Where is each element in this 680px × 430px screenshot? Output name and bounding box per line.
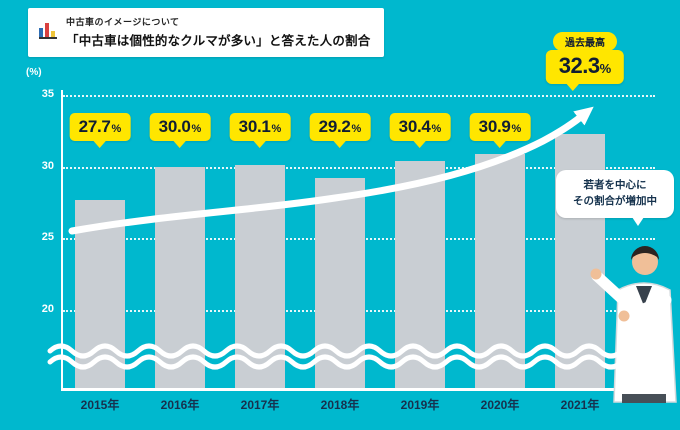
value-bubble-2015年: 27.7% (69, 113, 131, 148)
value-percent-sign: % (351, 123, 362, 135)
callout-line1: 若者を中心に (583, 179, 647, 191)
value-bubble-pointer (172, 140, 187, 148)
y-axis-label-20: 20 (41, 303, 54, 315)
value-bubble-2020年: 30.9% (469, 113, 531, 148)
callout-pointer (632, 216, 644, 226)
value-percent-sign: % (111, 123, 122, 135)
value-number: 30.4 (398, 117, 431, 136)
bar-2016年 (155, 166, 205, 388)
x-axis-label-2019年: 2019年 (400, 398, 440, 412)
youth-callout-bubble: 若者を中心に その割合が増加中 (556, 170, 674, 226)
value-percent-sign: % (271, 123, 282, 135)
chart-kicker: 中古車のイメージについて (66, 17, 180, 27)
x-axis-label-2021年: 2021年 (560, 398, 600, 412)
bar-2015年 (75, 199, 125, 388)
value-percent-sign: % (191, 123, 202, 135)
value-bubble-pointer (332, 140, 347, 148)
x-axis-label-2017年: 2017年 (240, 398, 280, 412)
value-number: 30.1 (238, 117, 271, 136)
bar-2017年 (235, 165, 285, 388)
x-axis-label-2015年: 2015年 (80, 398, 120, 412)
y-axis-unit-label: (%) (26, 67, 42, 78)
gridline-35 (63, 95, 655, 97)
value-bubble-2017年: 30.1% (229, 113, 291, 148)
value-number: 30.9 (478, 117, 511, 136)
value-bubble-2018年: 29.2% (309, 113, 371, 148)
record-bubble-pointer (565, 83, 580, 91)
x-axis-label-2020年: 2020年 (480, 398, 520, 412)
y-axis-label-35: 35 (41, 88, 54, 100)
value-number: 30.0 (158, 117, 191, 136)
value-bubble-pointer (412, 140, 427, 148)
value-number: 27.7 (78, 117, 111, 136)
value-number: 29.2 (318, 117, 351, 136)
record-high-unit: % (599, 61, 612, 76)
x-axis-label-2016年: 2016年 (160, 398, 200, 412)
y-axis-label-30: 30 (41, 159, 54, 172)
x-axis-line (61, 388, 658, 391)
bar-2020年 (475, 153, 525, 388)
x-axis-label-2018年: 2018年 (320, 398, 360, 412)
bar-chart-icon (39, 21, 57, 39)
value-percent-sign: % (511, 123, 522, 135)
value-bubble-pointer (252, 140, 267, 148)
chart-title: 「中古車は個性的なクルマが多い」と答えた人の割合 (66, 34, 371, 48)
chart-title-box: 中古車のイメージについて 「中古車は個性的なクルマが多い」と答えた人の割合 (28, 8, 385, 57)
y-axis-line (61, 90, 63, 390)
value-bubble-pointer (92, 140, 107, 148)
bar-2019年 (395, 160, 445, 388)
value-percent-sign: % (431, 123, 442, 135)
y-axis-label-25: 25 (41, 231, 54, 244)
value-bubble-pointer (492, 140, 507, 148)
record-high-pill: 過去最高 (553, 32, 617, 51)
bar-2018年 (315, 178, 365, 388)
callout-line2: その割合が増加中 (573, 194, 657, 207)
value-bubble-2019年: 30.4% (389, 113, 451, 148)
record-high-value-bubble: 32.3% (545, 50, 625, 91)
value-bubble-2016年: 30.0% (149, 113, 211, 148)
record-high-value: 32.3 (558, 53, 600, 78)
